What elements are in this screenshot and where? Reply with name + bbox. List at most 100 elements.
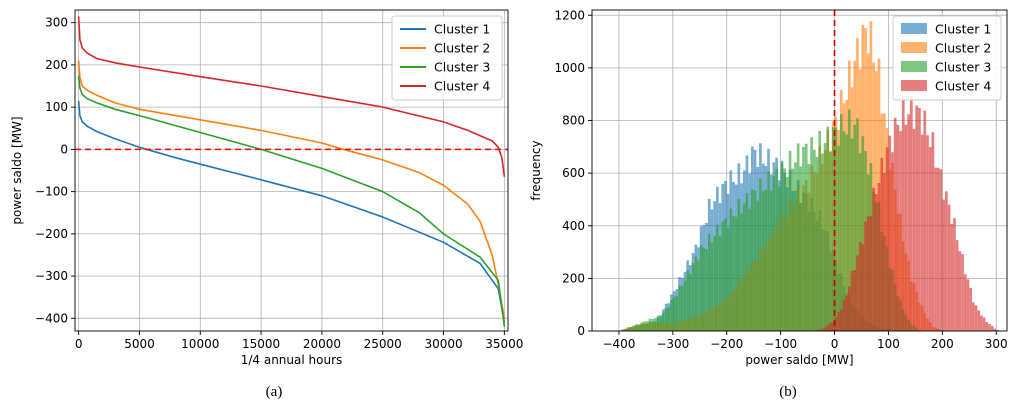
histogram-bar — [664, 308, 668, 331]
panel-a-x-axis-label: 1/4 annual hours — [241, 353, 343, 367]
histogram-bar — [807, 164, 811, 331]
histogram-bar — [834, 317, 838, 331]
x-tick-label: 300 — [985, 337, 1008, 351]
histogram-bar — [845, 134, 848, 331]
histogram-bar — [667, 307, 671, 331]
histogram-bar — [934, 167, 937, 331]
histogram-bar — [710, 242, 714, 331]
panel-a-series — [77, 16, 506, 327]
panel-b-y-ticks: 0 200 400 600 800 1000 1200 — [554, 8, 592, 338]
histogram-bar — [656, 315, 660, 331]
panel-a-x-ticks: 0 5000 10000 15000 20000 25000 30000 35000 — [75, 331, 523, 351]
histogram-bar — [888, 135, 892, 331]
histogram-bar — [750, 189, 754, 331]
histogram-bar — [837, 145, 840, 331]
histogram-bar — [856, 118, 859, 331]
histogram-bar — [640, 322, 644, 331]
histogram-bar — [804, 143, 808, 331]
y-tick-label: 100 — [45, 100, 68, 114]
histogram-bar — [761, 191, 765, 331]
histogram-bar — [648, 318, 652, 331]
histogram-bar — [955, 240, 959, 331]
y-tick-label: −200 — [35, 227, 68, 241]
histogram-bar — [988, 324, 991, 331]
panel-a-y-ticks: −400 −300 −200 −100 0 100 200 300 — [35, 16, 75, 325]
x-tick-label: 25000 — [364, 337, 402, 351]
x-tick-label: 0 — [831, 337, 839, 351]
histogram-bar — [821, 328, 824, 331]
histogram-bar — [915, 105, 919, 331]
histogram-bar — [904, 124, 908, 331]
histogram-bar — [697, 260, 700, 331]
histogram-bar — [963, 274, 967, 331]
series-line-cluster-1 — [77, 100, 506, 323]
histogram-bar — [839, 309, 843, 331]
histogram-bar — [775, 168, 778, 331]
histogram-bar — [680, 285, 684, 331]
legend-label: Cluster 4 — [935, 79, 991, 94]
histogram-bar — [748, 208, 751, 331]
series-line-cluster-3 — [77, 75, 506, 327]
histogram-bar — [982, 317, 986, 331]
histogram-bar — [702, 247, 706, 331]
y-tick-label: 0 — [60, 142, 68, 156]
histogram-bar — [670, 299, 673, 331]
panel-a-y-axis-label: power saldo [MW] — [10, 116, 24, 224]
histogram-bar — [627, 327, 630, 331]
histogram-bar — [643, 321, 646, 331]
histogram-bar — [675, 295, 679, 331]
histogram-bar — [818, 329, 822, 331]
histogram-bar — [834, 127, 838, 331]
legend-label: Cluster 1 — [434, 22, 490, 37]
legend-label: Cluster 2 — [434, 41, 490, 56]
panel-a-plot-frame — [74, 9, 509, 332]
x-tick-label: 15000 — [242, 337, 280, 351]
x-tick-label: 30000 — [424, 337, 462, 351]
histogram-bar — [993, 328, 997, 331]
histogram-bar — [880, 157, 884, 331]
histogram-bar — [837, 312, 840, 331]
y-tick-label: 300 — [45, 16, 68, 30]
histogram-bar — [732, 216, 735, 331]
panel-b-x-ticks: −400 −300 −200 −100 0 100 200 300 — [602, 331, 1008, 351]
histogram-bar — [842, 299, 846, 331]
histogram-bar — [848, 286, 851, 331]
histogram-bar — [694, 256, 698, 331]
x-tick-label: 100 — [877, 337, 900, 351]
legend-label: Cluster 4 — [434, 79, 490, 94]
legend-swatch — [901, 80, 927, 91]
legend-label: Cluster 1 — [935, 22, 991, 37]
histogram-bar — [939, 169, 943, 331]
histogram-bar — [818, 130, 822, 331]
histogram-bar — [637, 324, 641, 331]
panel-b-y-axis-label: frequency — [529, 140, 543, 200]
histogram-bar — [769, 190, 773, 331]
panel-b-x-axis-label: power saldo [MW] — [745, 353, 853, 367]
histogram-bar — [853, 269, 857, 331]
x-tick-label: 35000 — [485, 337, 523, 351]
histogram-bar — [672, 297, 676, 331]
histogram-bar — [713, 235, 716, 331]
histogram-bar — [971, 302, 975, 331]
histogram-bar — [786, 176, 789, 331]
histogram-bar — [745, 193, 749, 331]
histogram-bar — [780, 162, 784, 331]
series-line-cluster-2 — [77, 60, 506, 319]
histogram-bar — [729, 208, 733, 331]
histogram-bar — [931, 132, 935, 331]
histogram-bar — [896, 124, 900, 331]
histogram-bar — [958, 251, 962, 331]
histogram-bar — [823, 143, 827, 331]
histogram-bar — [850, 270, 854, 331]
histogram-bar — [829, 322, 832, 331]
histogram-bar — [920, 134, 924, 331]
y-tick-label: −300 — [35, 269, 68, 283]
histogram-bar — [845, 295, 848, 331]
histogram-bar — [812, 149, 816, 331]
histogram-bar — [689, 273, 692, 331]
panel-b-histogram: −400 −300 −200 −100 0 100 200 300 0 200 400 600 800… — [529, 8, 1008, 400]
panel-b-caption: (b) — [779, 384, 797, 400]
histogram-bar — [788, 150, 792, 331]
x-tick-label: 10000 — [181, 337, 219, 351]
histogram-bar — [764, 189, 768, 331]
